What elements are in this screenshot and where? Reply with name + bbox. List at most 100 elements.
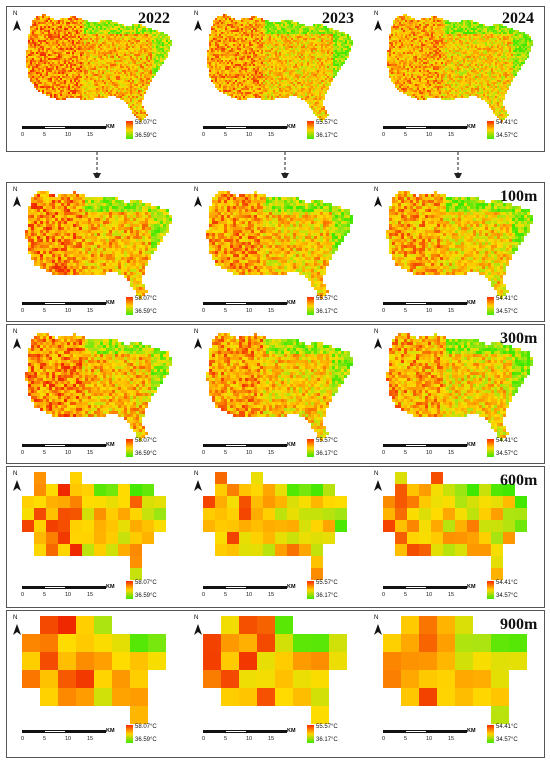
- map-pixel: [299, 30, 301, 32]
- map-pixel: [152, 70, 154, 72]
- map-pixel: [319, 84, 321, 86]
- map-pixel: [279, 68, 281, 70]
- map-pixel: [152, 38, 154, 40]
- map-pixel: [68, 68, 70, 70]
- map-pixel: [132, 60, 134, 62]
- map-pixel: [50, 82, 52, 84]
- map-pixel: [44, 20, 46, 22]
- map-pixel: [76, 80, 78, 82]
- map-pixel: [329, 60, 331, 62]
- map-pixel: [154, 36, 156, 38]
- map-pixel: [291, 76, 293, 78]
- map-pixel: [88, 70, 90, 72]
- map-pixel: [299, 32, 301, 34]
- map-pixel: [54, 38, 56, 40]
- map-pixel: [325, 78, 327, 80]
- map-pixel: [106, 68, 108, 70]
- map-pixel: [42, 82, 44, 84]
- map-pixel: [118, 40, 120, 42]
- map-pixel: [217, 52, 219, 54]
- map-pixel: [152, 72, 154, 74]
- map-pixel: [209, 70, 211, 72]
- map-pixel: [140, 102, 142, 104]
- map-pixel: [132, 82, 134, 84]
- map-pixel: [335, 48, 337, 50]
- map-pixel: [263, 48, 265, 50]
- map-pixel: [130, 88, 132, 90]
- map-pixel: [235, 50, 237, 52]
- map-pixel: [269, 56, 271, 58]
- map-pixel: [116, 72, 118, 74]
- map-pixel: [150, 58, 152, 60]
- map-pixel: [120, 90, 122, 92]
- map-pixel: [301, 44, 303, 46]
- map-pixel: [40, 88, 42, 90]
- map-pixel: [317, 92, 319, 94]
- map-pixel: [138, 90, 140, 92]
- map-pixel: [221, 46, 223, 48]
- map-pixel: [100, 22, 102, 24]
- map-pixel: [124, 52, 126, 54]
- map-pixel: [72, 64, 74, 66]
- map-pixel: [124, 74, 126, 76]
- map-pixel: [56, 36, 58, 38]
- map-pixel: [94, 92, 96, 94]
- map-pixel: [74, 80, 76, 82]
- map-pixel: [231, 40, 233, 42]
- map-pixel: [130, 68, 132, 70]
- map-pixel: [321, 72, 323, 74]
- map-pixel: [70, 90, 72, 92]
- map-pixel: [281, 26, 283, 28]
- map-pixel: [223, 66, 225, 68]
- map-pixel: [325, 66, 327, 68]
- map-pixel: [271, 74, 273, 76]
- map-pixel: [251, 88, 253, 90]
- map-pixel: [249, 40, 251, 42]
- map-pixel: [146, 40, 148, 42]
- map-pixel: [247, 90, 249, 92]
- map-pixel: [142, 46, 144, 48]
- map-pixel: [124, 56, 126, 58]
- map-pixel: [112, 24, 114, 26]
- map-pixel: [257, 38, 259, 40]
- map-pixel: [295, 92, 297, 94]
- map-pixel: [315, 34, 317, 36]
- map-pixel: [94, 58, 96, 60]
- map-pixel: [124, 64, 126, 66]
- map-pixel: [249, 46, 251, 48]
- map-pixel: [26, 50, 28, 52]
- map-pixel: [68, 46, 70, 48]
- map-pixel: [211, 64, 213, 66]
- map-pixel: [341, 42, 343, 44]
- map-pixel: [108, 54, 110, 56]
- map-pixel: [225, 82, 227, 84]
- map-pixel: [42, 50, 44, 52]
- map-pixel: [72, 82, 74, 84]
- map-pixel: [132, 54, 134, 56]
- map-pixel: [297, 34, 299, 36]
- map-pixel: [104, 94, 106, 96]
- map-pixel: [134, 64, 136, 66]
- map-pixel: [134, 84, 136, 86]
- map-pixel: [313, 54, 315, 56]
- map-pixel: [46, 50, 48, 52]
- map-pixel: [259, 20, 261, 22]
- map-pixel: [118, 56, 120, 58]
- map-pixel: [225, 64, 227, 66]
- map-pixel: [54, 88, 56, 90]
- map-pixel: [162, 40, 164, 42]
- map-pixel: [257, 80, 259, 82]
- map-pixel: [114, 90, 116, 92]
- map-pixel: [126, 54, 128, 56]
- map-pixel: [136, 62, 138, 64]
- map-pixel: [116, 78, 118, 80]
- map-pixel: [237, 52, 239, 54]
- map-pixel: [303, 24, 305, 26]
- map-pixel: [233, 94, 235, 96]
- lst-map: [207, 14, 353, 122]
- map-pixel: [281, 42, 283, 44]
- map-pixel: [221, 56, 223, 58]
- map-pixel: [237, 36, 239, 38]
- map-pixel: [34, 56, 36, 58]
- map-pixel: [68, 54, 70, 56]
